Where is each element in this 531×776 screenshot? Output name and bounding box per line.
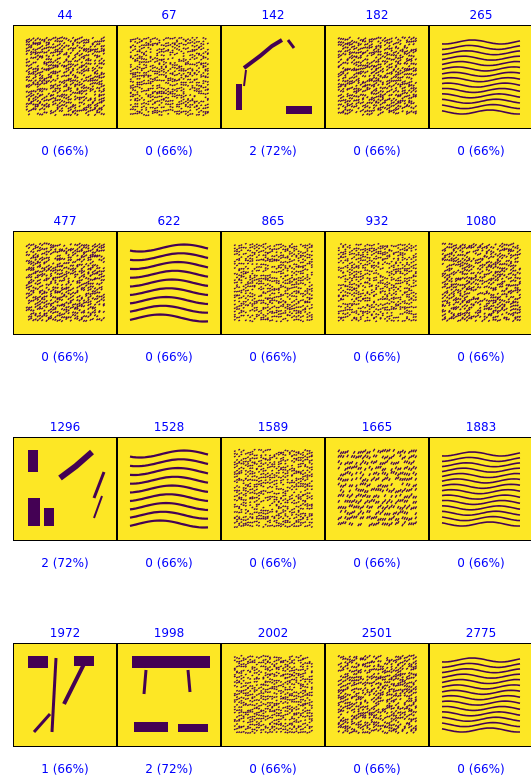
panel-image	[117, 231, 221, 335]
panel-caption: 0 (66%)	[429, 144, 531, 158]
texture-plot	[222, 438, 324, 540]
panel-title: 2775	[429, 626, 531, 640]
panel-title: 932	[325, 214, 429, 228]
texture-plot	[14, 26, 116, 128]
texture-plot	[118, 232, 220, 334]
panel-image	[221, 437, 325, 541]
panel-caption: 2 (72%)	[13, 556, 117, 570]
panel-image	[429, 437, 531, 541]
texture-plot	[14, 232, 116, 334]
panel-image	[117, 437, 221, 541]
panel-caption: 0 (66%)	[325, 556, 429, 570]
panel-caption: 0 (66%)	[221, 762, 325, 776]
texture-plot	[326, 232, 428, 334]
panel-image	[325, 437, 429, 541]
texture-plot	[430, 438, 531, 540]
panel-title: 1998	[117, 626, 221, 640]
panel-title: 865	[221, 214, 325, 228]
texture-plot	[430, 644, 531, 746]
texture-plot	[14, 644, 116, 746]
panel-image	[325, 231, 429, 335]
panel-title: 265	[429, 8, 531, 22]
panel-caption: 0 (66%)	[325, 350, 429, 364]
panel-caption: 0 (66%)	[221, 556, 325, 570]
texture-plot	[118, 644, 220, 746]
texture-plot	[222, 26, 324, 128]
panel-caption: 2 (72%)	[221, 144, 325, 158]
panel-title: 1665	[325, 420, 429, 434]
texture-plot	[118, 438, 220, 540]
panel-image	[13, 25, 117, 129]
panel-title: 67	[117, 8, 221, 22]
panel-image	[117, 25, 221, 129]
panel-caption: 0 (66%)	[429, 556, 531, 570]
panel-title: 1589	[221, 420, 325, 434]
panel-caption: 0 (66%)	[429, 762, 531, 776]
panel-title: 1883	[429, 420, 531, 434]
texture-plot	[430, 26, 531, 128]
panel-image	[13, 437, 117, 541]
panel-image	[325, 25, 429, 129]
panel-title: 1972	[13, 626, 117, 640]
panel-caption: 2 (72%)	[117, 762, 221, 776]
texture-plot	[326, 438, 428, 540]
panel-title: 1080	[429, 214, 531, 228]
panel-image	[13, 643, 117, 747]
panel-caption: 0 (66%)	[325, 144, 429, 158]
panel-title: 1296	[13, 420, 117, 434]
panel-caption: 0 (66%)	[13, 350, 117, 364]
panel-title: 1528	[117, 420, 221, 434]
panel-title: 2501	[325, 626, 429, 640]
panel-image	[221, 25, 325, 129]
panel-image	[325, 643, 429, 747]
panel-title: 142	[221, 8, 325, 22]
panel-title: 622	[117, 214, 221, 228]
panel-image	[221, 643, 325, 747]
panel-image	[429, 25, 531, 129]
panel-image	[13, 231, 117, 335]
panel-title: 2002	[221, 626, 325, 640]
panel-image	[117, 643, 221, 747]
texture-plot	[326, 644, 428, 746]
panel-caption: 0 (66%)	[429, 350, 531, 364]
texture-plot	[118, 26, 220, 128]
panel-caption: 0 (66%)	[221, 350, 325, 364]
panel-caption: 0 (66%)	[117, 144, 221, 158]
panel-title: 477	[13, 214, 117, 228]
panel-title: 182	[325, 8, 429, 22]
texture-plot	[326, 26, 428, 128]
panel-image	[221, 231, 325, 335]
panel-image	[429, 643, 531, 747]
panel-caption: 1 (66%)	[13, 762, 117, 776]
panel-caption: 0 (66%)	[117, 556, 221, 570]
panel-title: 44	[13, 8, 117, 22]
panel-caption: 0 (66%)	[325, 762, 429, 776]
panel-image	[429, 231, 531, 335]
panel-caption: 0 (66%)	[13, 144, 117, 158]
texture-plot	[222, 232, 324, 334]
texture-plot	[14, 438, 116, 540]
panel-caption: 0 (66%)	[117, 350, 221, 364]
texture-plot	[222, 644, 324, 746]
texture-plot	[430, 232, 531, 334]
